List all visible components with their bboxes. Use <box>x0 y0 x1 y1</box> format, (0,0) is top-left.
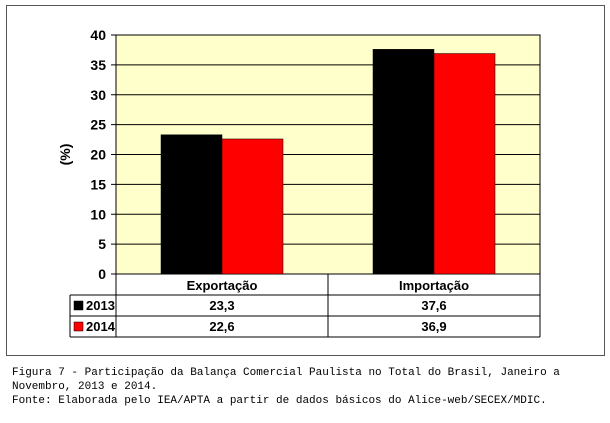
table-value: 22,6 <box>209 319 234 334</box>
y-tick-label: 40 <box>90 27 106 43</box>
legend-swatch <box>73 300 84 311</box>
x-category-label: Exportação <box>187 278 258 293</box>
y-tick-label: 0 <box>98 266 106 282</box>
legend-label: 2013 <box>86 298 115 313</box>
chart: 0 5 10 15 20 25 30 35 40 (%) Exportação Importação 2… <box>57 27 541 338</box>
bar <box>433 53 496 275</box>
caption-title: Figura 7 - Participação da Balança Comer… <box>12 367 567 393</box>
y-tick-label: 35 <box>90 57 106 73</box>
figure-caption: Figura 7 - Participação da Balança Comer… <box>12 366 606 408</box>
x-category-label: Importação <box>399 278 469 293</box>
bar <box>221 138 284 275</box>
legend-label: 2014 <box>86 319 116 334</box>
legend-swatch <box>73 321 84 332</box>
caption-source: Fonte: Elaborada pelo IEA/APTA a partir … <box>12 395 547 407</box>
table-value: 36,9 <box>421 319 446 334</box>
table-value: 37,6 <box>421 298 446 313</box>
y-tick-label: 10 <box>90 206 106 222</box>
y-tick-label: 5 <box>98 236 106 252</box>
y-axis-label: (%) <box>57 144 73 166</box>
y-tick-label: 15 <box>90 176 106 192</box>
y-tick-label: 30 <box>90 87 106 103</box>
y-tick-label: 25 <box>90 117 106 133</box>
table-value: 23,3 <box>209 298 234 313</box>
bar <box>160 134 223 275</box>
bar <box>372 49 435 275</box>
y-tick-label: 20 <box>90 147 106 163</box>
